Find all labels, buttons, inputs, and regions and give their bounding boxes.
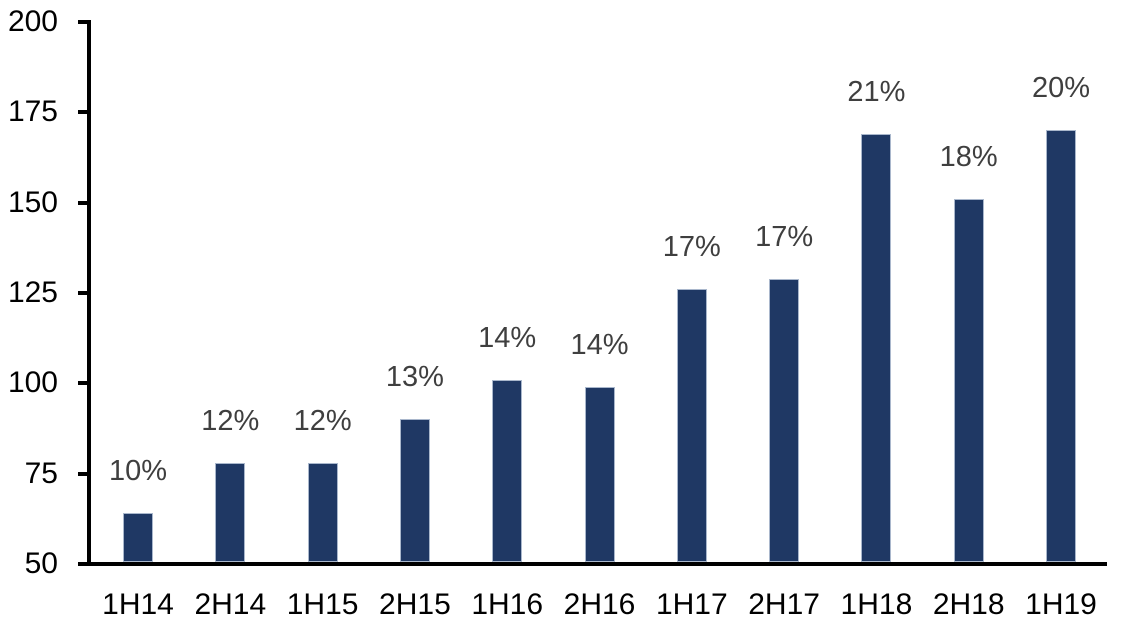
bar-value-label: 12% (293, 404, 352, 437)
x-tick-label: 2H18 (932, 588, 1005, 621)
bar (123, 513, 153, 562)
bar (1046, 130, 1076, 562)
bar (861, 134, 892, 562)
x-tick-label: 1H19 (1025, 588, 1097, 621)
y-tick-mark (78, 200, 87, 205)
y-axis-line (87, 20, 91, 566)
bar (953, 199, 984, 562)
x-tick-label: 2H14 (194, 588, 267, 621)
y-tick-label: 100 (7, 366, 58, 400)
x-tick-label: 1H14 (102, 588, 174, 621)
bar-value-label: 20% (1031, 72, 1091, 105)
x-tick-label: 1H18 (840, 588, 913, 621)
bar (584, 386, 615, 562)
y-tick-label: 200 (7, 5, 58, 38)
x-tick-label: 2H17 (748, 588, 820, 621)
bar-value-label: 18% (939, 141, 998, 174)
y-tick-label: 75 (24, 456, 58, 490)
bar (769, 278, 800, 562)
y-tick-mark (78, 20, 87, 24)
x-tick-label: 1H17 (655, 588, 728, 621)
x-tick-label: 2H15 (379, 588, 451, 621)
bar-value-label: 14% (570, 328, 629, 361)
y-tick-label: 125 (7, 276, 58, 309)
y-tick-label: 50 (24, 547, 58, 580)
bar-value-label: 13% (385, 361, 444, 394)
bar (492, 379, 523, 562)
bar-value-label: 10% (108, 455, 168, 488)
bar (399, 419, 430, 562)
x-tick-label: 1H15 (286, 588, 359, 621)
bar-value-label: 21% (847, 76, 906, 108)
y-tick-mark (78, 291, 87, 295)
bar (307, 462, 338, 562)
bar-value-label: 17% (662, 231, 721, 264)
bar (215, 462, 246, 562)
y-tick-mark (78, 110, 87, 115)
x-tick-label: 1H16 (471, 588, 544, 621)
x-tick-label: 2H16 (563, 588, 636, 621)
y-tick-label: 175 (7, 95, 58, 129)
bar (676, 289, 707, 562)
bar-value-label: 12% (201, 404, 260, 437)
y-tick-label: 150 (7, 185, 58, 219)
y-tick-mark (78, 381, 87, 386)
x-axis-line (79, 562, 1107, 566)
bar-value-label: 14% (478, 321, 537, 354)
y-tick-mark (78, 562, 87, 566)
bar-value-label: 17% (755, 220, 814, 253)
y-tick-mark (78, 471, 87, 476)
